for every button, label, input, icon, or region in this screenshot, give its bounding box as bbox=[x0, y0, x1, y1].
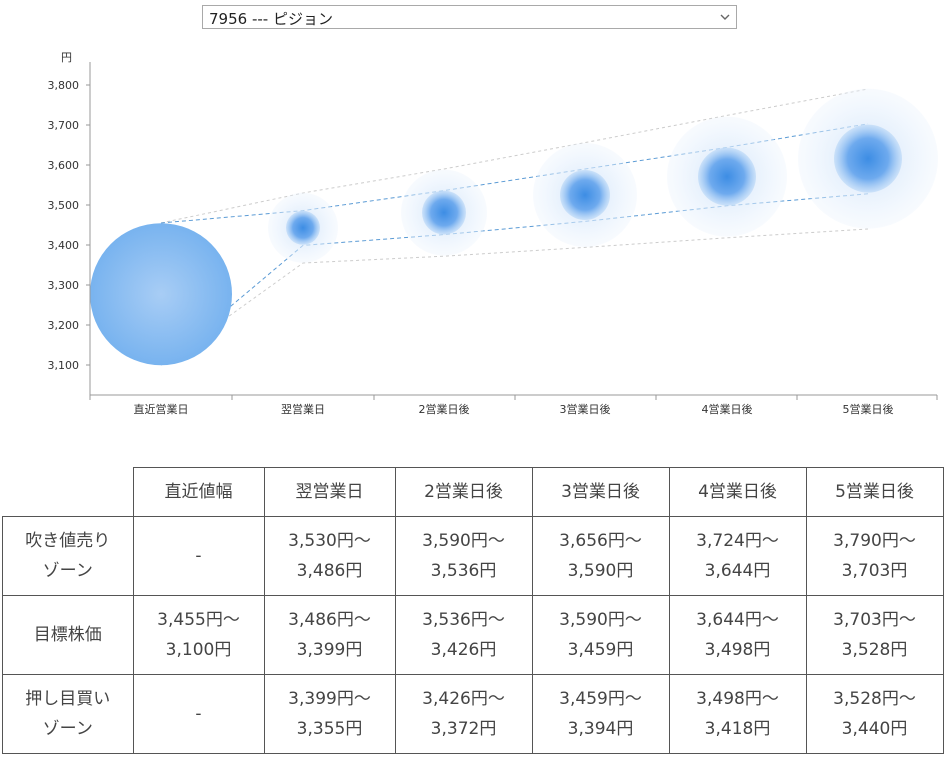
table-cell: - bbox=[132, 516, 265, 596]
bubble-current bbox=[90, 223, 232, 366]
table-cell: - bbox=[132, 674, 265, 754]
table-cell: 3,644円〜 3,498円 bbox=[668, 595, 807, 675]
bubble-core bbox=[698, 147, 756, 206]
table-header: 4営業日後 bbox=[668, 467, 807, 517]
table-cell: 3,703円〜 3,528円 bbox=[805, 595, 944, 675]
table-header: 3営業日後 bbox=[531, 467, 670, 517]
table-row: 目標株価 3,455円〜 3,100円 3,486円〜 3,399円 3,536円〜 3,4… bbox=[2, 595, 944, 675]
table-cell: 3,530円〜 3,486円 bbox=[263, 516, 396, 596]
y-tick-label: 3,700 bbox=[48, 119, 80, 132]
outer-lower-line bbox=[160, 228, 869, 366]
inner-lower-line bbox=[160, 193, 869, 366]
table-header-row: 直近値幅 翌営業日 2営業日後 3営業日後 4営業日後 5営業日後 bbox=[2, 467, 944, 517]
table-cell: 3,399円〜 3,355円 bbox=[263, 674, 396, 754]
y-tick-label: 3,500 bbox=[48, 199, 80, 212]
y-tick-label: 3,200 bbox=[48, 319, 80, 332]
x-tick-label: 翌営業日 bbox=[281, 402, 325, 416]
table-cell: 3,656円〜 3,590円 bbox=[531, 516, 670, 596]
table-cell: 3,426円〜 3,372円 bbox=[394, 674, 533, 754]
table-corner bbox=[2, 467, 134, 517]
x-tick-label: 4営業日後 bbox=[702, 402, 753, 416]
y-tick-label: 3,300 bbox=[48, 279, 80, 292]
row-label: 押し目買い ゾーン bbox=[2, 674, 134, 754]
bubble-core bbox=[286, 210, 320, 245]
table-cell: 3,486円〜 3,399円 bbox=[263, 595, 396, 675]
outer-upper-line bbox=[160, 88, 869, 224]
bubble-core bbox=[560, 170, 610, 220]
table-row: 押し目買い ゾーン -3,399円〜 3,355円 3,426円〜 3,372円 3,459… bbox=[2, 674, 944, 754]
x-tick-label: 3営業日後 bbox=[560, 402, 611, 416]
table-cell: 3,455円〜 3,100円 bbox=[132, 595, 265, 675]
table-row: 吹き値売り ゾーン -3,530円〜 3,486円 3,590円〜 3,536円 3,656… bbox=[2, 516, 944, 596]
table-header: 翌営業日 bbox=[263, 467, 396, 517]
row-label: 吹き値売り ゾーン bbox=[2, 516, 134, 596]
y-tick-label: 3,400 bbox=[48, 239, 80, 252]
table-cell: 3,498円〜 3,418円 bbox=[668, 674, 807, 754]
y-tick-label: 3,600 bbox=[48, 159, 80, 172]
table-cell: 3,459円〜 3,394円 bbox=[531, 674, 670, 754]
forecast-chart: 円 3,100 3,200 3,300 3,400 3,500 3,600 3,700 3,80… bbox=[48, 51, 938, 416]
table-cell: 3,528円〜 3,440円 bbox=[805, 674, 944, 754]
table-cell: 3,536円〜 3,426円 bbox=[394, 595, 533, 675]
bubble-core bbox=[834, 124, 902, 193]
y-axis-unit: 円 bbox=[61, 51, 72, 64]
x-tick-label: 直近営業日 bbox=[134, 402, 189, 416]
bubble-core bbox=[422, 190, 466, 235]
bubbles bbox=[90, 88, 938, 366]
x-tick-label: 2営業日後 bbox=[419, 402, 470, 416]
y-tick-label: 3,100 bbox=[48, 359, 80, 372]
table-header: 2営業日後 bbox=[394, 467, 533, 517]
table-cell: 3,590円〜 3,536円 bbox=[394, 516, 533, 596]
table-cell: 3,724円〜 3,644円 bbox=[668, 516, 807, 596]
table-cell: 3,590円〜 3,459円 bbox=[531, 595, 670, 675]
forecast-table: 直近値幅 翌営業日 2営業日後 3営業日後 4営業日後 5営業日後 吹き値売り ゾーン -3,… bbox=[2, 467, 944, 754]
y-tick-label: 3,800 bbox=[48, 79, 80, 92]
table-header: 直近値幅 bbox=[132, 467, 265, 517]
x-tick-label: 5営業日後 bbox=[843, 402, 894, 416]
table-header: 5営業日後 bbox=[805, 467, 944, 517]
table-cell: 3,790円〜 3,703円 bbox=[805, 516, 944, 596]
stock-selector[interactable]: 7956 --- ピジョン bbox=[202, 5, 737, 29]
axes: 円 3,100 3,200 3,300 3,400 3,500 3,600 3,700 3,80… bbox=[48, 51, 938, 416]
chevron-down-icon[interactable] bbox=[718, 8, 732, 26]
stock-selector-value: 7956 --- ピジョン bbox=[209, 10, 333, 28]
row-label: 目標株価 bbox=[2, 595, 134, 675]
